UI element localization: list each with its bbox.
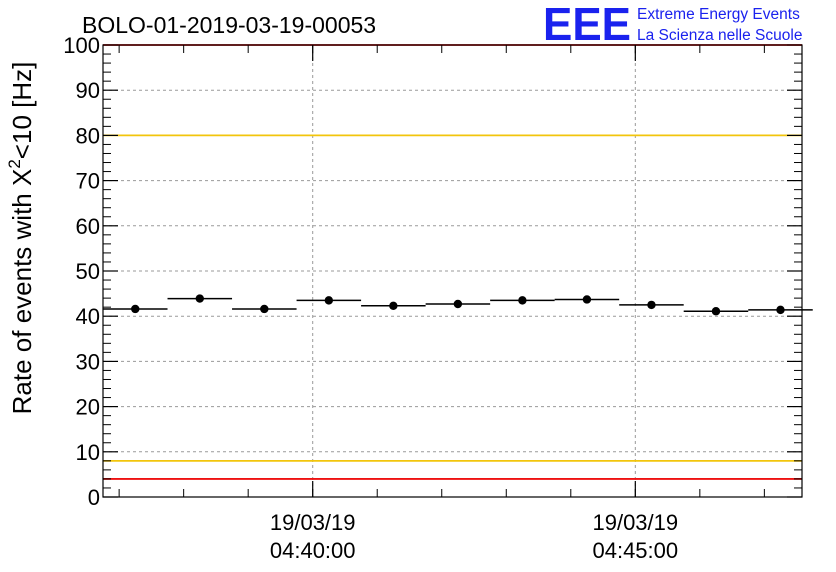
y-axis-label-sup: 2	[5, 159, 24, 168]
y-tick-label: 10	[76, 440, 100, 465]
data-point	[453, 299, 463, 309]
y-axis-label-suffix: <10 [Hz]	[7, 62, 37, 160]
logo-mark: EEE	[543, 0, 631, 50]
y-tick-label: 20	[76, 395, 100, 420]
y-axis-label: Rate of events with X2<10 [Hz]	[5, 62, 37, 415]
y-tick-label: 30	[76, 349, 100, 374]
data-point	[260, 304, 269, 314]
grid-layer	[103, 45, 802, 497]
plot-frame	[102, 44, 803, 498]
data-point	[776, 305, 785, 315]
x-tick-label-time: 04:40:00	[270, 538, 356, 563]
x-tick-label-date: 19/03/19	[592, 510, 678, 535]
y-tick-label: 70	[76, 169, 100, 194]
y-tick-label: 50	[76, 259, 100, 284]
x-tick-label-time: 04:45:00	[592, 538, 678, 563]
logo-line1: Extreme Energy Events	[637, 6, 800, 23]
data-point	[647, 300, 656, 310]
x-tick-label-date: 19/03/19	[270, 510, 356, 535]
data-point	[518, 296, 527, 305]
reference-lines	[103, 44, 802, 480]
data-point	[582, 295, 592, 304]
y-axis-label-prefix: Rate of events with X	[7, 169, 37, 415]
y-tick-label: 40	[76, 304, 100, 329]
y-tick-label: 60	[76, 214, 100, 239]
y-tick-label: 0	[88, 485, 100, 510]
y-tick-label: 90	[76, 78, 100, 103]
data-point	[324, 296, 334, 305]
data-point	[711, 307, 721, 316]
eee-logo: EEE Extreme Energy Events La Scienza nel…	[543, 0, 802, 50]
logo-line2: La Scienza nelle Scuole	[637, 27, 802, 44]
y-tick-label: 100	[63, 33, 100, 58]
data-point	[195, 294, 204, 303]
y-tick-label: 80	[76, 123, 100, 148]
tick-labels: 0 10 20 30 40 50 60 70 80 90 100 19/03/19 04:40:00 19…	[63, 33, 678, 563]
data-point	[389, 301, 398, 311]
chart-title: BOLO-01-2019-03-19-00053	[82, 12, 376, 38]
data-point	[131, 304, 140, 314]
data-points	[103, 294, 813, 316]
